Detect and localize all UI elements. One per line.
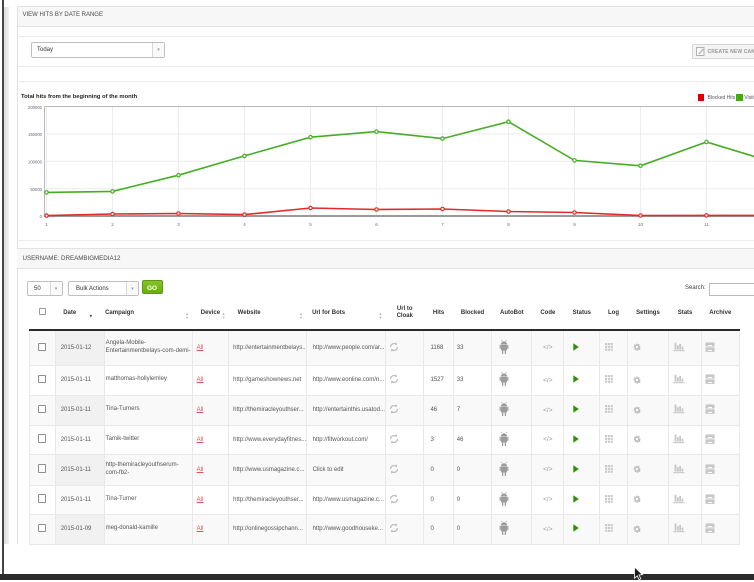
svg-text:1: 1 [45,222,48,227]
svg-text:0: 0 [40,214,43,219]
svg-text:7: 7 [441,222,444,227]
svg-text:6: 6 [375,222,378,227]
svg-text:5: 5 [309,222,312,227]
svg-text:100000: 100000 [28,159,43,164]
svg-text:10: 10 [638,222,644,227]
svg-text:9: 9 [573,222,576,227]
svg-text:50000: 50000 [30,187,42,192]
svg-text:11: 11 [704,222,709,227]
svg-text:3: 3 [177,222,180,227]
svg-text:4: 4 [243,222,246,227]
svg-text:2: 2 [111,222,114,227]
svg-text:8: 8 [507,222,510,227]
svg-text:200000: 200000 [28,105,43,110]
svg-text:150000: 150000 [28,132,43,137]
